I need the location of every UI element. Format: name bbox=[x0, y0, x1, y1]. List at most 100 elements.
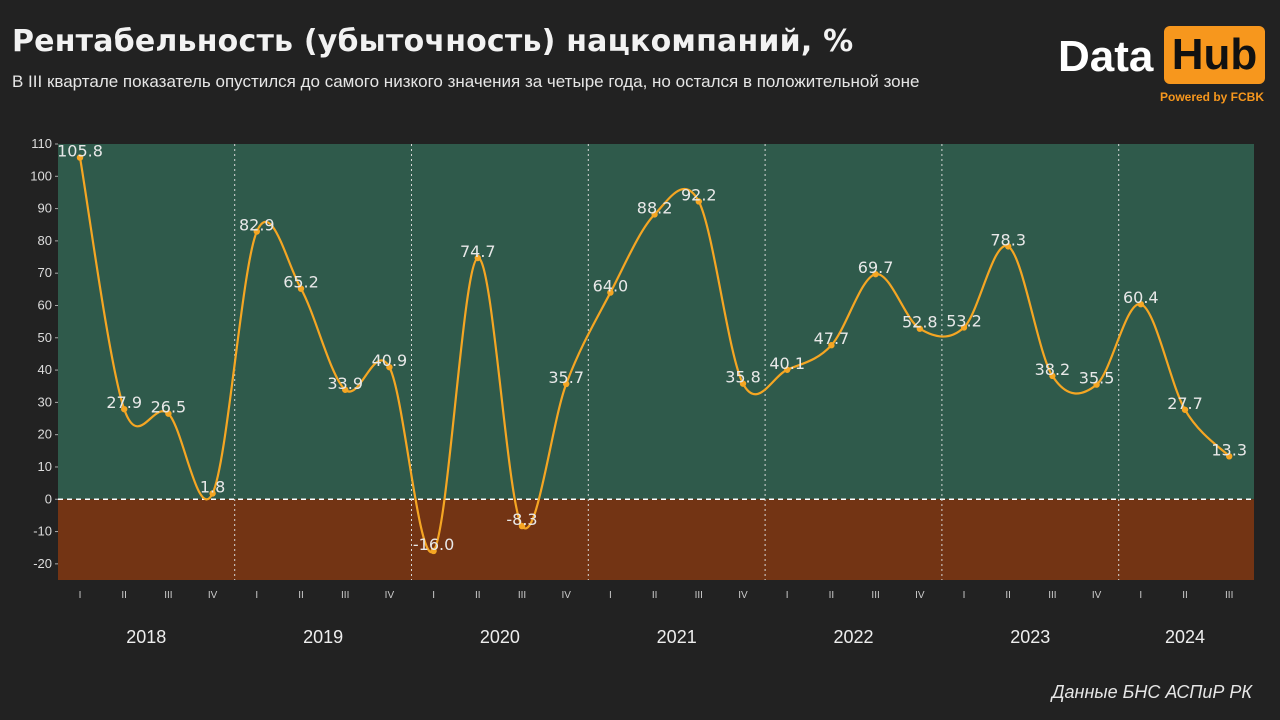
data-label: -16.0 bbox=[413, 535, 454, 554]
year-label: 2024 bbox=[1165, 627, 1205, 647]
data-label: 27.7 bbox=[1167, 394, 1203, 413]
quarter-tick-label: II bbox=[652, 590, 658, 601]
data-point bbox=[651, 211, 658, 218]
data-label: 60.4 bbox=[1123, 288, 1159, 307]
data-label: 92.2 bbox=[681, 185, 717, 204]
quarter-tick-label: I bbox=[432, 590, 435, 601]
quarter-tick-label: IV bbox=[1092, 590, 1102, 601]
quarter-tick-label: III bbox=[695, 590, 703, 601]
year-label: 2021 bbox=[657, 627, 697, 647]
data-point bbox=[474, 254, 481, 262]
data-label: 64.0 bbox=[593, 277, 629, 296]
quarter-tick-label: II bbox=[1182, 590, 1188, 601]
quarter-tick-label: II bbox=[1005, 590, 1011, 601]
chart-subtitle: В III квартале показатель опустился до с… bbox=[12, 72, 920, 91]
year-label: 2020 bbox=[480, 627, 520, 647]
data-label: 40.1 bbox=[769, 354, 805, 373]
quarter-tick-label: III bbox=[341, 590, 349, 601]
data-label: 82.9 bbox=[239, 216, 275, 235]
quarter-tick-label: I bbox=[255, 590, 258, 601]
data-point bbox=[1093, 381, 1100, 388]
data-point bbox=[828, 342, 835, 349]
data-label: 13.3 bbox=[1211, 440, 1247, 459]
year-label: 2023 bbox=[1010, 627, 1050, 647]
quarter-tick-label: II bbox=[475, 590, 481, 601]
y-tick-label: 90 bbox=[38, 201, 52, 216]
data-point bbox=[386, 363, 393, 371]
data-label: 33.9 bbox=[327, 374, 363, 393]
chart-zones bbox=[58, 144, 1254, 580]
data-point bbox=[607, 289, 614, 296]
y-tick-label: 10 bbox=[38, 459, 52, 474]
y-tick-label: 30 bbox=[38, 394, 52, 409]
data-label: 65.2 bbox=[283, 273, 319, 292]
data-point bbox=[784, 366, 791, 373]
data-label: 69.7 bbox=[858, 258, 894, 277]
data-point bbox=[1005, 243, 1012, 250]
year-label: 2019 bbox=[303, 627, 343, 647]
data-point bbox=[76, 154, 84, 161]
quarter-tick-label: III bbox=[1048, 590, 1056, 601]
quarter-tick-label: II bbox=[298, 590, 304, 601]
quarter-tick-label: IV bbox=[915, 590, 925, 601]
quarter-tick-label: III bbox=[164, 590, 172, 601]
data-point bbox=[165, 410, 172, 417]
data-label: 52.8 bbox=[902, 313, 938, 332]
quarter-tick-label: I bbox=[609, 590, 612, 601]
y-tick-label: 40 bbox=[38, 362, 52, 377]
quarter-tick-label: I bbox=[786, 590, 789, 601]
data-label: 38.2 bbox=[1035, 360, 1071, 379]
negative-zone bbox=[58, 499, 1254, 580]
quarter-tick-label: IV bbox=[385, 590, 395, 601]
data-point bbox=[1226, 453, 1233, 460]
quarter-tick-label: II bbox=[829, 590, 835, 601]
data-point bbox=[1181, 406, 1189, 413]
year-label: 2018 bbox=[126, 627, 166, 647]
data-label: -8.3 bbox=[506, 510, 537, 529]
y-tick-label: 70 bbox=[38, 265, 52, 280]
data-label: 47.7 bbox=[814, 329, 850, 348]
quarter-tick-label: IV bbox=[208, 590, 218, 601]
data-point bbox=[563, 380, 570, 388]
y-tick-label: 50 bbox=[38, 330, 52, 345]
data-point bbox=[342, 386, 349, 393]
quarter-tick-label: III bbox=[518, 590, 526, 601]
positive-zone bbox=[58, 144, 1254, 500]
y-tick-label: -10 bbox=[33, 524, 52, 539]
y-tick-label: 20 bbox=[38, 427, 52, 442]
y-tick-label: 60 bbox=[38, 297, 52, 312]
data-point bbox=[121, 405, 128, 413]
data-point bbox=[297, 285, 305, 292]
quarter-tick-label: I bbox=[963, 590, 966, 601]
y-tick-label: 80 bbox=[38, 233, 52, 248]
data-label: 35.7 bbox=[548, 368, 584, 387]
logo-data-text: Data bbox=[1058, 32, 1154, 81]
chart-data-labels: 105.8 27.9 26.5 1.8 82.9 65.2 33.9 40.9 -16.0 74.… bbox=[57, 142, 1247, 554]
datahub-logo: Data Hub Powered by FCBK bbox=[1058, 26, 1268, 106]
y-tick-label: -20 bbox=[33, 556, 52, 571]
quarter-tick-label: IV bbox=[738, 590, 748, 601]
data-label: 26.5 bbox=[151, 398, 187, 417]
data-point bbox=[695, 198, 702, 205]
data-point bbox=[872, 270, 879, 278]
chart-grid bbox=[58, 144, 1254, 580]
data-point bbox=[916, 325, 923, 332]
data-label: 1.8 bbox=[200, 477, 225, 496]
year-label: 2022 bbox=[833, 627, 873, 647]
data-point bbox=[1137, 300, 1145, 308]
quarter-tick-label: II bbox=[121, 590, 127, 601]
data-point bbox=[1049, 372, 1056, 380]
data-label: 40.9 bbox=[372, 351, 408, 370]
data-label: 74.7 bbox=[460, 242, 496, 261]
data-label: 35.8 bbox=[725, 368, 761, 387]
y-tick-label: 0 bbox=[45, 491, 52, 506]
data-point bbox=[430, 547, 437, 555]
data-label: 105.8 bbox=[57, 142, 103, 161]
quarter-tick-label: I bbox=[1139, 590, 1142, 601]
quarter-tick-label: IV bbox=[561, 590, 571, 601]
quarter-tick-label: I bbox=[79, 590, 82, 601]
data-point bbox=[518, 522, 526, 530]
data-source: Данные БНС АСПиР РК bbox=[1051, 682, 1252, 702]
